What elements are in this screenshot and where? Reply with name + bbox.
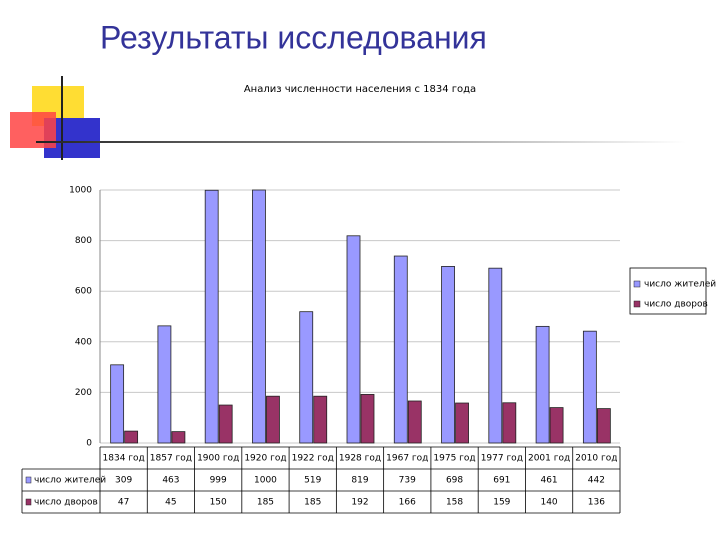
bar — [535, 325, 550, 444]
table-cell: 999 — [210, 476, 227, 486]
table-cell: 47 — [118, 498, 129, 508]
table-cell: 463 — [162, 476, 179, 486]
legend-label: число дворов — [644, 300, 708, 310]
y-tick-label: 600 — [75, 287, 92, 297]
x-tick-label: 1975 год — [433, 454, 475, 464]
bar — [596, 408, 611, 444]
x-tick-label: 1922 год — [292, 454, 334, 464]
y-tick-label: 1000 — [69, 186, 92, 196]
bar — [313, 395, 328, 444]
table-cell: 150 — [210, 498, 227, 508]
x-tick-label: 2001 год — [528, 454, 570, 464]
table-cell: 739 — [399, 476, 416, 486]
table-cell: 309 — [115, 476, 132, 486]
legend-swatch — [633, 280, 641, 288]
bar — [266, 395, 280, 444]
y-tick-label: 200 — [75, 388, 92, 398]
table-cell: 159 — [493, 498, 510, 508]
bar — [393, 255, 408, 444]
table-cell: 45 — [165, 498, 176, 508]
x-tick-label: 1900 год — [197, 454, 239, 464]
table-cell: 461 — [540, 476, 557, 486]
x-tick-label: 1967 год — [386, 454, 428, 464]
bar — [124, 430, 139, 444]
bar — [582, 330, 597, 444]
chart: 0 200 400 600 800 1000 1834 год 1857 год 1900 го… — [21, 186, 716, 514]
x-tick-label: 1857 год — [150, 454, 192, 464]
table-cell: 442 — [588, 476, 605, 486]
bar — [441, 266, 455, 444]
slide-title: Результаты исследования — [100, 19, 487, 55]
bar — [218, 404, 233, 444]
bar — [346, 235, 361, 444]
legend-box — [629, 267, 707, 315]
bar — [299, 311, 314, 444]
y-tick-label: 0 — [86, 439, 92, 449]
x-tick-label: 1920 год — [244, 454, 286, 464]
table-cell: 166 — [399, 498, 416, 508]
bar — [360, 394, 375, 444]
y-tick-label: 400 — [75, 337, 92, 347]
bar — [171, 431, 186, 444]
table-cell: 192 — [351, 498, 368, 508]
table-cell: 1000 — [254, 476, 277, 486]
x-tick-label: 1977 год — [481, 454, 523, 464]
table-row-label: число жителей — [34, 476, 106, 486]
chart-title: Анализ численности населения с 1834 года — [244, 84, 476, 95]
table-cell: 185 — [257, 498, 274, 508]
bar — [407, 400, 422, 444]
bar — [488, 267, 503, 444]
bar — [252, 189, 266, 444]
decor-hline — [36, 141, 686, 143]
x-tick-label: 1834 год — [103, 454, 145, 464]
y-tick-label: 800 — [75, 236, 92, 246]
table-cell: 158 — [446, 498, 463, 508]
table-cell: 691 — [493, 476, 510, 486]
table-key — [25, 498, 32, 506]
bar — [455, 402, 469, 444]
bar — [502, 402, 517, 444]
table-cell: 136 — [588, 498, 605, 508]
bar — [204, 189, 219, 444]
bar — [549, 407, 564, 444]
x-tick-label: 1928 год — [339, 454, 381, 464]
table-cell: 185 — [304, 498, 321, 508]
legend-label: число жителей — [644, 280, 716, 290]
table-cell: 519 — [304, 476, 321, 486]
bar — [110, 364, 125, 444]
table-cell: 698 — [446, 476, 463, 486]
x-tick-label: 2010 год — [575, 454, 617, 464]
table-key — [25, 476, 32, 484]
table-row-label: число дворов — [34, 498, 98, 508]
legend-swatch — [633, 300, 641, 308]
table-cell: 819 — [351, 476, 368, 486]
bar — [157, 325, 172, 444]
table-cell: 140 — [540, 498, 557, 508]
